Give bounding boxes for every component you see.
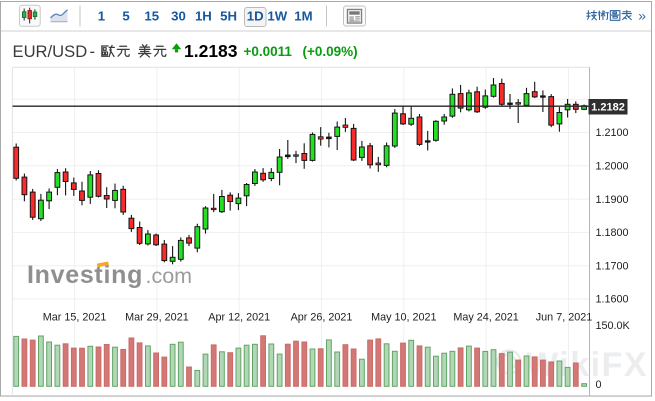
svg-text:5H: 5H [220,9,237,24]
svg-text:-: - [90,42,96,61]
svg-text:Jun 7, 2021: Jun 7, 2021 [536,312,592,324]
svg-text:15: 15 [144,9,159,24]
svg-text:1.2100: 1.2100 [596,127,629,139]
svg-text:Investing: Investing [27,261,143,289]
svg-text:Mar 29, 2021: Mar 29, 2021 [125,312,189,324]
svg-text:1.2000: 1.2000 [596,161,629,173]
svg-text:5: 5 [122,9,129,24]
svg-text:30: 30 [171,9,186,24]
svg-text:1.1700: 1.1700 [596,260,629,272]
svg-text:EUR/USD: EUR/USD [13,42,88,61]
svg-text:1.1800: 1.1800 [596,227,629,239]
svg-text:1M: 1M [294,9,312,24]
svg-text:Apr 12, 2021: Apr 12, 2021 [208,312,270,324]
svg-text:1: 1 [98,9,105,24]
svg-text:1.2183: 1.2183 [184,41,238,61]
svg-text:May 10, 2021: May 10, 2021 [371,312,436,324]
svg-text:WikiFX: WikiFX [526,346,648,384]
svg-text:(+0.09%): (+0.09%) [303,44,358,59]
svg-text:Mar 15, 2021: Mar 15, 2021 [43,312,107,324]
svg-text:150.0K: 150.0K [596,320,631,332]
svg-text:»: » [638,8,646,24]
svg-text:1H: 1H [195,9,212,24]
svg-text:1.1900: 1.1900 [596,194,629,206]
svg-text:.com: .com [146,264,193,288]
svg-text:1.1600: 1.1600 [596,294,629,306]
svg-text:May 24, 2021: May 24, 2021 [453,312,518,324]
svg-text:1.2182: 1.2182 [591,102,625,114]
svg-text:1W: 1W [267,9,287,24]
svg-text:0: 0 [596,379,602,391]
svg-text:Apr 26, 2021: Apr 26, 2021 [291,312,353,324]
svg-text:+0.0011: +0.0011 [244,44,293,59]
svg-text:1D: 1D [247,9,264,24]
